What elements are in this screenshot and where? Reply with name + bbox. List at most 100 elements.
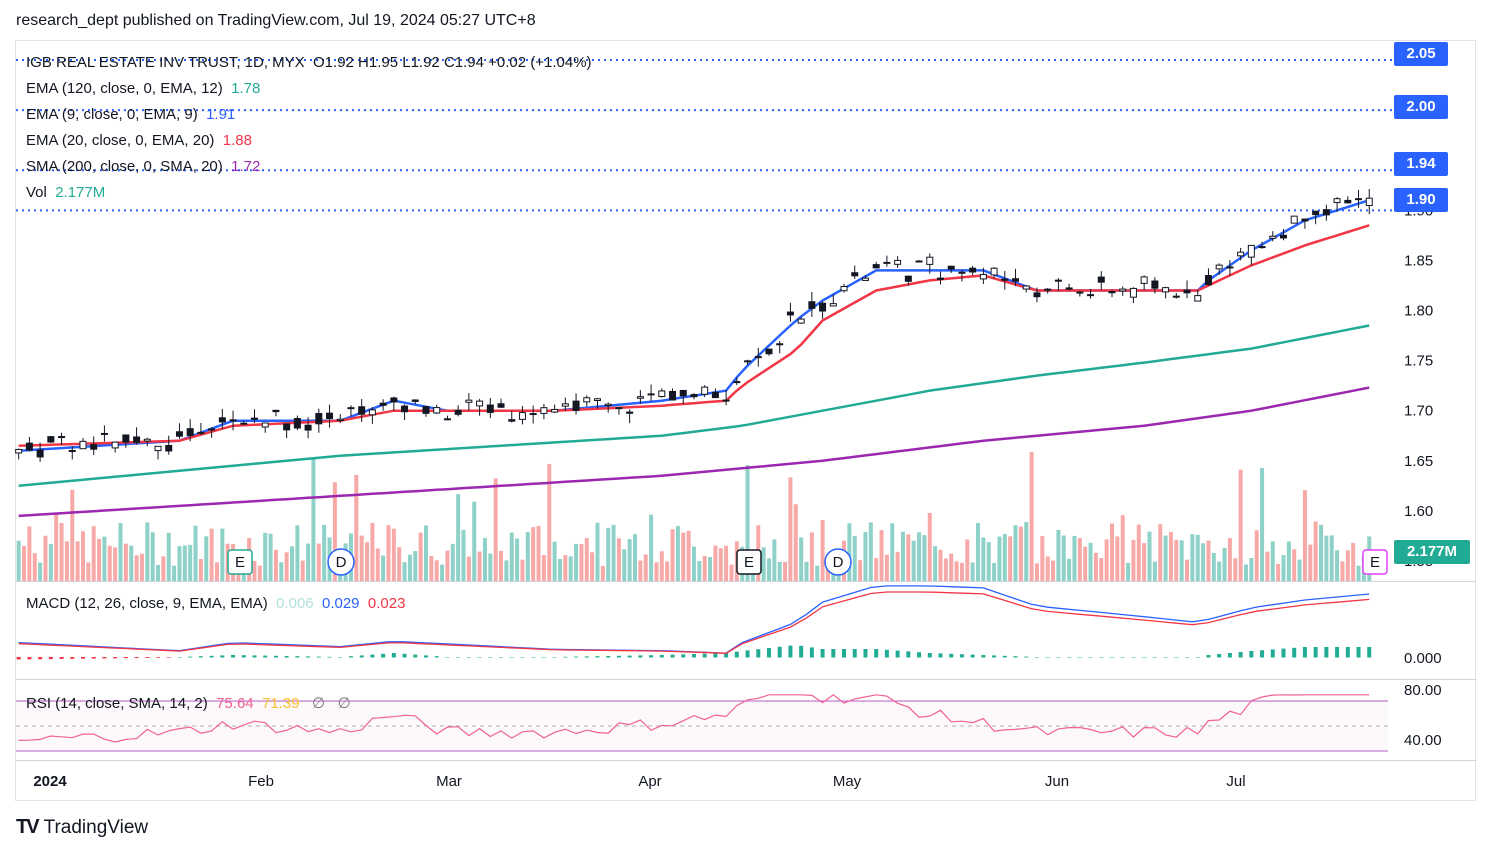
candle-body bbox=[15, 448, 23, 454]
volume-bar bbox=[611, 524, 616, 581]
time-axis-label: May bbox=[833, 773, 862, 790]
volume-bar bbox=[1061, 535, 1066, 581]
macd-hist-bar bbox=[48, 657, 53, 660]
rsi-axis-label: 40.00 bbox=[1404, 732, 1442, 749]
volume-bar bbox=[38, 562, 43, 581]
volume-bar bbox=[970, 562, 975, 581]
volume-bar bbox=[879, 530, 884, 581]
macd-hist-bar bbox=[927, 653, 932, 658]
price-badge-1.90: 1.90 bbox=[1394, 188, 1448, 212]
volume-bar bbox=[949, 553, 954, 581]
volume-bar bbox=[306, 543, 311, 581]
candle-body bbox=[679, 389, 687, 397]
ema120-label: EMA (120, close, 0, EMA, 12) bbox=[26, 80, 223, 97]
macd-hist-bar bbox=[1302, 647, 1307, 658]
volume-bar bbox=[59, 522, 64, 581]
volume-bar bbox=[509, 532, 514, 581]
candle-body bbox=[465, 399, 473, 403]
volume-bar bbox=[86, 562, 91, 581]
candle-body bbox=[1333, 198, 1341, 204]
macd-hist-bar bbox=[370, 654, 375, 658]
macd-hist-value: 0.006 bbox=[276, 595, 314, 612]
time-axis-label: 2024 bbox=[33, 773, 67, 790]
candle-body bbox=[1215, 264, 1223, 270]
candle-body bbox=[315, 412, 323, 425]
volume-bar bbox=[702, 555, 707, 581]
price-tick-label: 1.80 bbox=[1404, 303, 1433, 320]
ema20-value: 1.88 bbox=[222, 132, 252, 149]
volume-bar bbox=[1313, 521, 1318, 581]
footer-brand[interactable]: TV TradingView bbox=[16, 816, 148, 839]
volume-bar bbox=[1329, 535, 1334, 581]
macd-hist-bar bbox=[884, 649, 889, 658]
candle-body bbox=[1279, 234, 1287, 239]
candle-body bbox=[1290, 215, 1298, 224]
macd-hist-bar bbox=[1034, 657, 1039, 658]
candle-body bbox=[647, 393, 655, 396]
volume-bar bbox=[1067, 558, 1072, 581]
ohlc-values: O1.92 H1.95 L1.92 C1.94 +0.02 (+1.04%) bbox=[313, 54, 592, 71]
candle-body bbox=[36, 449, 44, 458]
volume-bar bbox=[1249, 558, 1254, 581]
volume-bar bbox=[1018, 526, 1023, 581]
volume-bar bbox=[1083, 546, 1088, 581]
candle-body bbox=[797, 318, 805, 324]
candle-body bbox=[422, 406, 430, 414]
volume-bar bbox=[1265, 551, 1270, 581]
macd-hist-bar bbox=[1281, 648, 1286, 658]
candle-body bbox=[304, 424, 312, 431]
macd-label: MACD (12, 26, close, 9, EMA, EMA) bbox=[26, 595, 268, 612]
volume-bar bbox=[1072, 535, 1077, 581]
candle-body bbox=[1247, 244, 1255, 258]
volume-bar bbox=[386, 525, 391, 581]
macd-hist-bar bbox=[295, 656, 300, 658]
candle-body bbox=[947, 265, 955, 270]
brand-name: TradingView bbox=[43, 816, 149, 838]
volume-bar bbox=[584, 538, 589, 581]
volume-bar bbox=[568, 556, 573, 581]
macd-hist-bar bbox=[16, 657, 21, 660]
volume-bar bbox=[627, 539, 632, 581]
volume-bar bbox=[461, 529, 466, 581]
macd-hist-bar bbox=[756, 649, 761, 658]
macd-hist-bar bbox=[1099, 657, 1104, 658]
volume-bar bbox=[1115, 536, 1120, 581]
volume-bar bbox=[890, 523, 895, 581]
macd-hist-bar bbox=[123, 657, 128, 659]
volume-bar bbox=[488, 553, 493, 581]
macd-hist-bar bbox=[1270, 649, 1275, 658]
macd-hist-bar bbox=[1217, 654, 1222, 658]
time-axis-label: Jun bbox=[1045, 773, 1069, 790]
volume-bar bbox=[681, 532, 686, 581]
candle-body bbox=[518, 412, 526, 420]
candle-body bbox=[111, 441, 119, 449]
volume-bar bbox=[541, 555, 546, 581]
volume-bar bbox=[1158, 524, 1163, 581]
macd-hist-bar bbox=[306, 656, 311, 658]
volume-bar bbox=[113, 547, 118, 581]
candle-body bbox=[819, 302, 827, 312]
candle-body bbox=[1054, 279, 1062, 282]
volume-bar bbox=[1206, 540, 1211, 581]
volume-bar bbox=[70, 489, 75, 581]
volume-bar bbox=[429, 555, 434, 581]
earnings-marker-label: E bbox=[1370, 554, 1380, 571]
price-badge-2.05: 2.05 bbox=[1394, 42, 1448, 66]
volume-bar bbox=[43, 535, 48, 581]
time-axis: 2024 Feb Mar Apr May Jun Jul bbox=[33, 773, 1245, 790]
macd-hist-bar bbox=[649, 655, 654, 658]
macd-hist-bar bbox=[488, 657, 493, 658]
macd-hist-bar bbox=[809, 647, 814, 658]
macd-hist-bar bbox=[241, 655, 246, 658]
candle-body bbox=[765, 348, 773, 355]
candle-body bbox=[368, 409, 376, 416]
candle-body bbox=[1172, 295, 1180, 298]
legend-ema20: EMA (20, close, 0, EMA, 20) 1.88 bbox=[26, 132, 252, 149]
rsi-label: RSI (14, close, SMA, 14, 2) bbox=[26, 695, 208, 712]
candle-body bbox=[79, 440, 87, 450]
volume-bar bbox=[579, 544, 584, 581]
candle-body bbox=[58, 436, 66, 439]
volume-bar bbox=[198, 559, 203, 581]
